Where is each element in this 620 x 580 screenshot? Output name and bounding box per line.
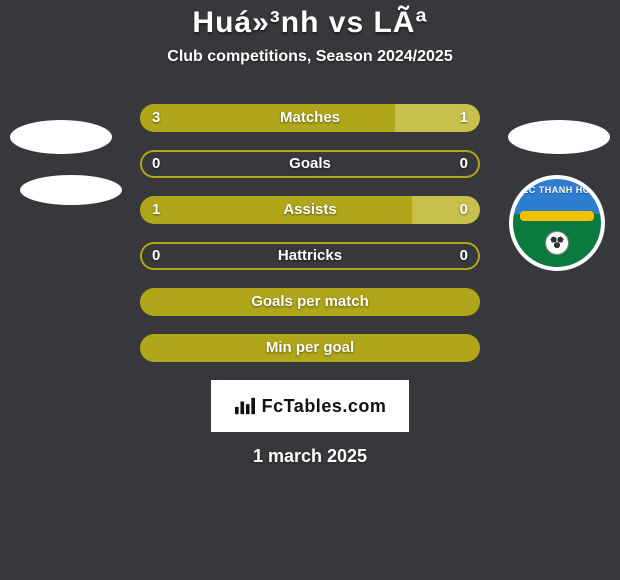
stat-row: 00Hattricks [0, 242, 620, 272]
page-title: Huá»³nh vs LÃª [0, 0, 620, 40]
subtitle: Club competitions, Season 2024/2025 [0, 48, 620, 66]
stat-metric-label: Hattricks [140, 242, 480, 270]
stat-row: 31Matches [0, 104, 620, 134]
stat-row: 00Goals [0, 150, 620, 180]
watermark-text: FcTables.com [262, 396, 387, 417]
stat-metric-label: Goals [140, 150, 480, 178]
comparison-card: Huá»³nh vs LÃª Club competitions, Season… [0, 0, 620, 580]
watermark-chart-icon [234, 396, 256, 416]
date-label: 1 march 2025 [0, 446, 620, 467]
stat-metric-label: Min per goal [140, 334, 480, 362]
stat-metric-label: Matches [140, 104, 480, 132]
watermark: FcTables.com [211, 380, 409, 432]
club-logo-text: FLC THANH HÓA [513, 185, 601, 195]
stat-row: Goals per match [0, 288, 620, 318]
stat-metric-label: Goals per match [140, 288, 480, 316]
stat-row: Min per goal [0, 334, 620, 364]
stat-metric-label: Assists [140, 196, 480, 224]
stat-row: 10Assists [0, 196, 620, 226]
